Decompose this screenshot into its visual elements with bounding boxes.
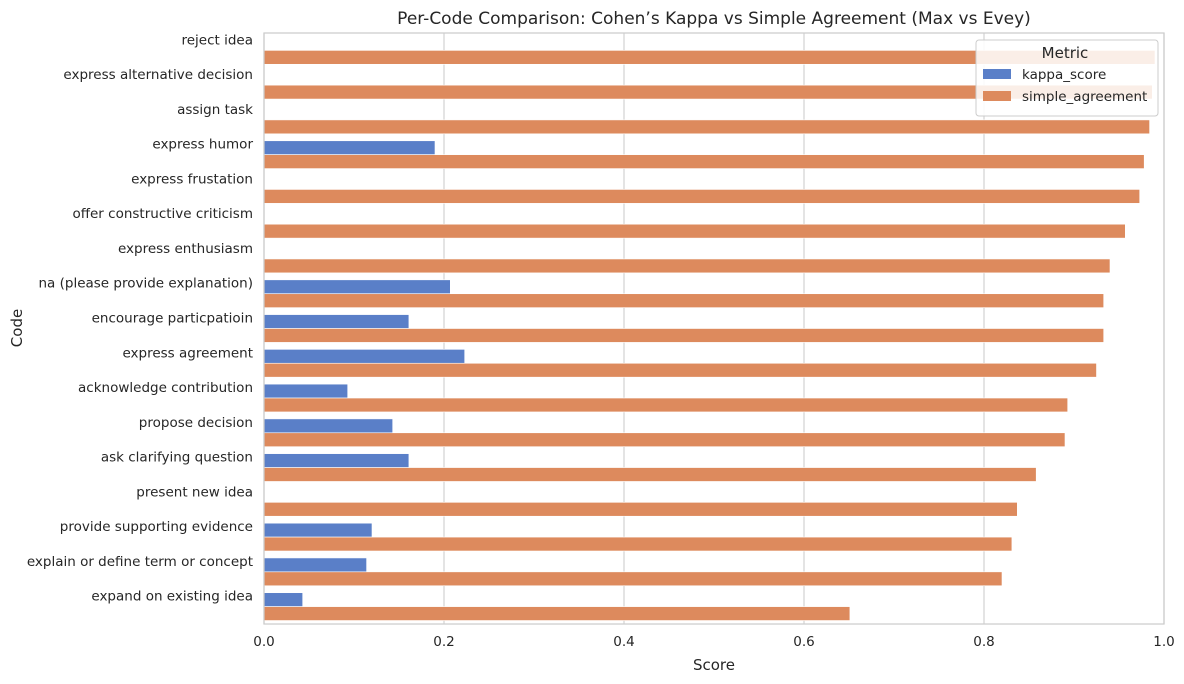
x-tick-labels: 0.0 0.2 0.4 0.6 0.8 1.0 <box>253 634 1174 650</box>
legend-title: Metric <box>1042 44 1089 62</box>
legend-box <box>975 39 1159 117</box>
x-tick-label: 0.0 <box>253 634 274 650</box>
x-tick-label: 0.2 <box>433 634 454 650</box>
legend: Metric kappa_score simple_agreement <box>975 39 1159 117</box>
bar-kappa-score <box>263 592 304 607</box>
legend-label-simple: simple_agreement <box>1022 89 1147 105</box>
y-tick-label: express alternative decision <box>63 67 253 83</box>
x-tick-label: 0.6 <box>793 634 814 650</box>
plot-frame <box>263 32 1165 625</box>
y-tick-label: express frustation <box>131 171 253 187</box>
y-tick-labels: reject idea express alternative decision a… <box>27 32 254 604</box>
bar-simple-agreement <box>263 328 1105 343</box>
bar-kappa-score <box>263 349 465 364</box>
bar-simple-agreement <box>263 293 1105 308</box>
bar-kappa-score <box>263 140 436 155</box>
y-tick-label: reject idea <box>181 32 253 48</box>
legend-swatch-kappa <box>983 69 1011 79</box>
bar-simple-agreement <box>263 189 1141 204</box>
bar-simple-agreement <box>263 432 1066 448</box>
x-tick-label: 1.0 <box>1153 634 1174 650</box>
y-tick-label: offer constructive criticism <box>72 206 253 222</box>
bar-simple-agreement <box>263 223 1126 239</box>
y-tick-label: provide supporting evidence <box>60 519 253 535</box>
y-tick-label: encourage particpatioin <box>92 311 253 327</box>
bar-simple-agreement <box>263 362 1097 378</box>
bar-simple-agreement <box>263 467 1037 482</box>
bar-simple-agreement <box>263 502 1018 517</box>
y-tick-label: express agreement <box>122 345 253 361</box>
y-tick-label: propose decision <box>139 415 253 431</box>
y-tick-label: assign task <box>177 102 253 118</box>
bar-kappa-score <box>263 314 410 329</box>
y-tick-label: acknowledge contribution <box>78 380 253 396</box>
bar-kappa-score <box>263 383 348 399</box>
y-tick-label: ask clarifying question <box>101 450 253 466</box>
bar-kappa-score <box>263 522 373 538</box>
legend-label-kappa: kappa_score <box>1022 67 1106 83</box>
x-tick-label: 0.4 <box>613 634 634 650</box>
bar-simple-agreement <box>263 119 1150 135</box>
y-axis-title: Code <box>8 309 26 347</box>
y-tick-label: expand on existing idea <box>91 589 253 605</box>
x-axis-title: Score <box>693 656 735 674</box>
y-tick-label: na (please provide explanation) <box>38 276 253 292</box>
bar-kappa-score <box>263 418 393 434</box>
y-tick-label: express humor <box>152 137 253 153</box>
bar-kappa-score <box>263 279 451 295</box>
bar-simple-agreement <box>263 154 1145 169</box>
bar-simple-agreement <box>263 536 1013 552</box>
bars <box>263 50 1156 621</box>
bar-kappa-score <box>263 557 367 573</box>
y-tick-label: express enthusiasm <box>118 241 253 257</box>
chart-title: Per-Code Comparison: Cohen’s Kappa vs Si… <box>397 9 1031 29</box>
x-tick-label: 0.8 <box>973 634 994 650</box>
y-tick-label: explain or define term or concept <box>27 554 253 570</box>
bar-simple-agreement <box>263 606 851 621</box>
y-tick-label: present new idea <box>136 484 253 500</box>
bar-simple-agreement <box>263 258 1111 274</box>
bar-kappa-score <box>263 453 410 468</box>
bar-simple-agreement <box>263 571 1003 587</box>
legend-swatch-simple <box>983 91 1011 101</box>
bar-simple-agreement <box>263 397 1069 413</box>
